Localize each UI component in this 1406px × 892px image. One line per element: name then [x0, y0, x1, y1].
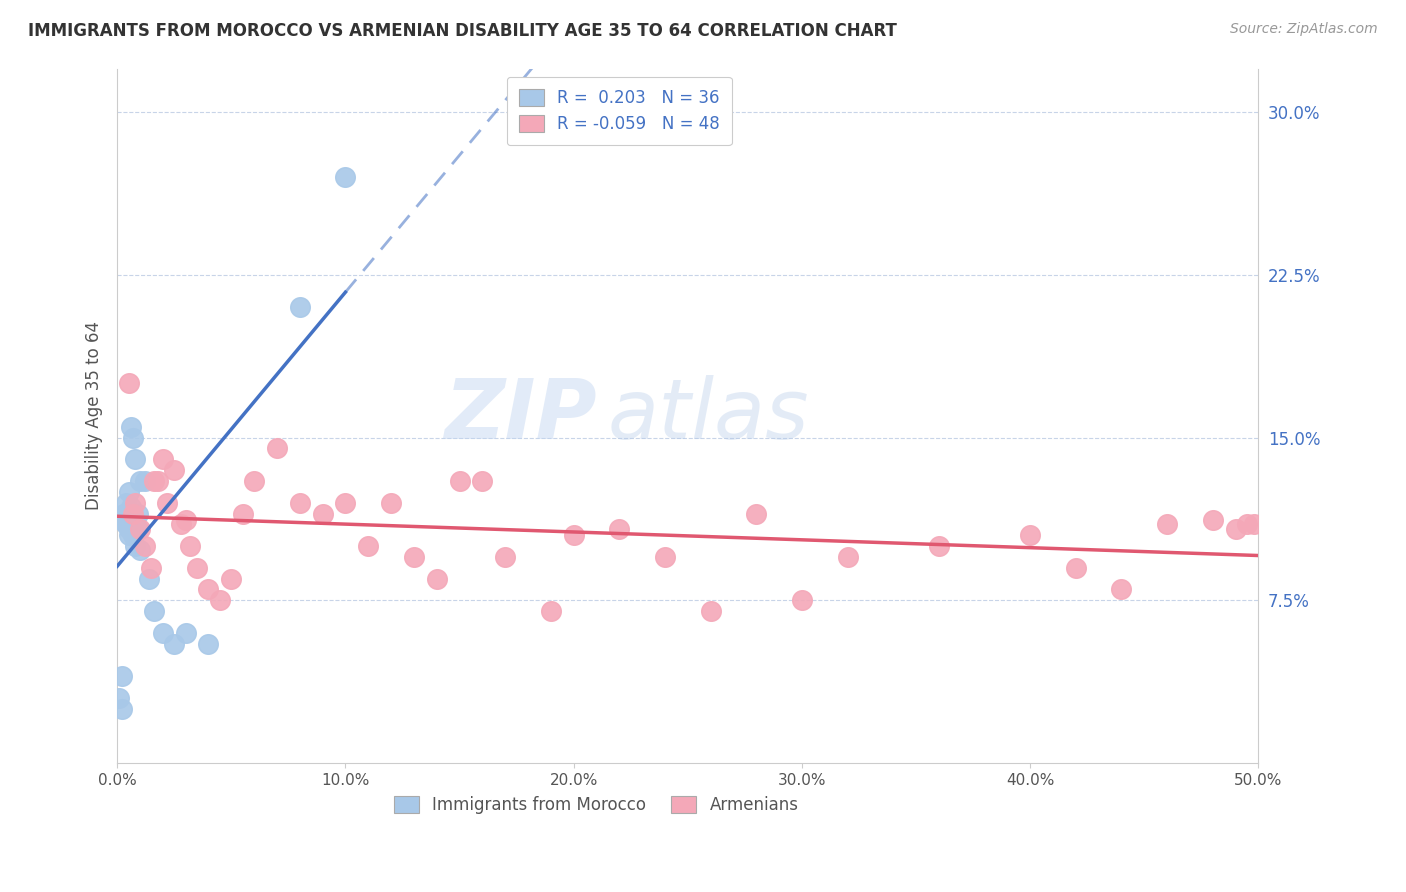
Point: [120, 517, 142, 532]
Point: [142, 474, 165, 488]
Y-axis label: Disability Age 35 to 64: Disability Age 35 to 64: [86, 321, 103, 510]
Point: [311, 507, 333, 521]
Point: [449, 474, 471, 488]
Point: [288, 300, 311, 314]
Point: [562, 528, 585, 542]
Point: [1111, 582, 1133, 597]
Point: [122, 507, 145, 521]
Point: [174, 513, 197, 527]
Point: [120, 517, 142, 532]
Point: [124, 513, 146, 527]
Point: [380, 496, 402, 510]
Point: [335, 169, 357, 184]
Point: [221, 572, 243, 586]
Point: [120, 500, 142, 514]
Point: [163, 463, 186, 477]
Point: [1019, 528, 1042, 542]
Point: [790, 593, 813, 607]
Point: [156, 496, 179, 510]
Point: [112, 507, 135, 521]
Point: [117, 528, 139, 542]
Point: [134, 474, 156, 488]
Point: [117, 376, 139, 391]
Point: [122, 431, 145, 445]
Point: [129, 474, 152, 488]
Point: [1156, 517, 1178, 532]
Point: [117, 513, 139, 527]
Point: [115, 517, 138, 532]
Point: [108, 691, 131, 706]
Point: [148, 474, 170, 488]
Text: ZIP: ZIP: [444, 376, 596, 457]
Point: [699, 604, 721, 618]
Point: [928, 539, 950, 553]
Point: [129, 543, 152, 558]
Point: [138, 572, 160, 586]
Point: [127, 522, 149, 536]
Point: [127, 507, 149, 521]
Point: [111, 669, 134, 683]
Point: [120, 419, 142, 434]
Point: [115, 517, 138, 532]
Point: [837, 549, 859, 564]
Point: [197, 582, 219, 597]
Point: [141, 561, 163, 575]
Point: [117, 522, 139, 536]
Point: [122, 522, 145, 536]
Point: [124, 539, 146, 553]
Point: [111, 702, 134, 716]
Point: [208, 593, 231, 607]
Point: [1243, 517, 1265, 532]
Point: [1236, 517, 1258, 532]
Point: [115, 496, 138, 510]
Point: [117, 484, 139, 499]
Point: [124, 452, 146, 467]
Point: [122, 528, 145, 542]
Point: [335, 496, 357, 510]
Point: [607, 522, 630, 536]
Point: [540, 604, 562, 618]
Point: [494, 549, 516, 564]
Point: [426, 572, 449, 586]
Point: [134, 539, 156, 553]
Point: [357, 539, 380, 553]
Point: [152, 452, 174, 467]
Point: [745, 507, 768, 521]
Point: [1202, 513, 1225, 527]
Legend: Immigrants from Morocco, Armenians: Immigrants from Morocco, Armenians: [384, 786, 808, 824]
Point: [163, 637, 186, 651]
Point: [654, 549, 676, 564]
Point: [232, 507, 254, 521]
Point: [170, 517, 193, 532]
Point: [186, 561, 208, 575]
Point: [129, 522, 152, 536]
Point: [142, 604, 165, 618]
Point: [152, 626, 174, 640]
Text: atlas: atlas: [607, 376, 810, 457]
Point: [112, 507, 135, 521]
Point: [124, 496, 146, 510]
Point: [243, 474, 266, 488]
Point: [288, 496, 311, 510]
Text: Source: ZipAtlas.com: Source: ZipAtlas.com: [1230, 22, 1378, 37]
Point: [179, 539, 201, 553]
Point: [402, 549, 425, 564]
Point: [1064, 561, 1087, 575]
Text: IMMIGRANTS FROM MOROCCO VS ARMENIAN DISABILITY AGE 35 TO 64 CORRELATION CHART: IMMIGRANTS FROM MOROCCO VS ARMENIAN DISA…: [28, 22, 897, 40]
Point: [1225, 522, 1247, 536]
Point: [197, 637, 219, 651]
Point: [112, 507, 135, 521]
Point: [174, 626, 197, 640]
Point: [471, 474, 494, 488]
Point: [266, 442, 288, 456]
